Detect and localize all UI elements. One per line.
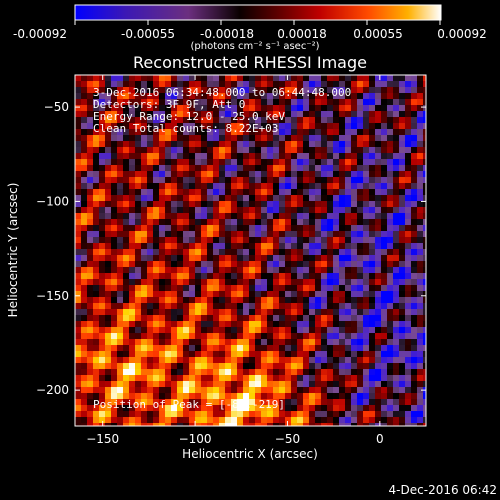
- annotation-time-range: 3-Dec-2016 06:34:48.000 to 06:44:48.000: [93, 86, 351, 99]
- x-tick-label: 0: [376, 432, 384, 446]
- y-axis-label: Heliocentric Y (arcsec): [6, 183, 20, 318]
- annotation-detectors: Detectors: 3F 9F, Att 0: [93, 98, 245, 111]
- y-tick-label: −200: [36, 383, 69, 397]
- y-tick-label: −150: [36, 289, 69, 303]
- annotation-clean-counts: Clean Total counts: 8.22E+03: [93, 122, 278, 135]
- reconstructed-image-heatmap: [75, 75, 426, 426]
- colorbar-tick-label: -0.00018: [200, 27, 254, 41]
- annotation-peak-position: Position of Peak = [-86,-219]: [93, 398, 285, 411]
- footer-timestamp: 4-Dec-2016 06:42: [389, 483, 497, 497]
- y-tick-label: −50: [44, 100, 69, 114]
- colorbar-tick-label: 0.00018: [277, 27, 327, 41]
- x-axis-label: Heliocentric X (arcsec): [182, 447, 318, 461]
- colorbar-tick-label: 0.00055: [353, 27, 403, 41]
- x-tick-label: −100: [179, 432, 212, 446]
- axis-ticks: −150 −100 −50 0 −50 −100 −150 −200: [36, 75, 426, 446]
- x-tick-label: −50: [275, 432, 300, 446]
- y-tick-label: −100: [36, 194, 69, 208]
- annotation-energy-range: Energy Range: 12.0 - 25.0 keV: [93, 110, 285, 123]
- plot-title: Reconstructed RHESSI Image: [133, 53, 367, 72]
- colorbar-tick-label: 0.00092: [437, 27, 487, 41]
- colorbar-units-label: (photons cm⁻² s⁻¹ asec⁻²): [190, 41, 319, 52]
- plot-frame: [74, 74, 427, 427]
- colorbar: [74, 4, 442, 21]
- colorbar-tick-label: -0.00055: [121, 27, 175, 41]
- colorbar-tick-label: -0.00092: [13, 27, 67, 41]
- x-tick-label: −150: [86, 432, 119, 446]
